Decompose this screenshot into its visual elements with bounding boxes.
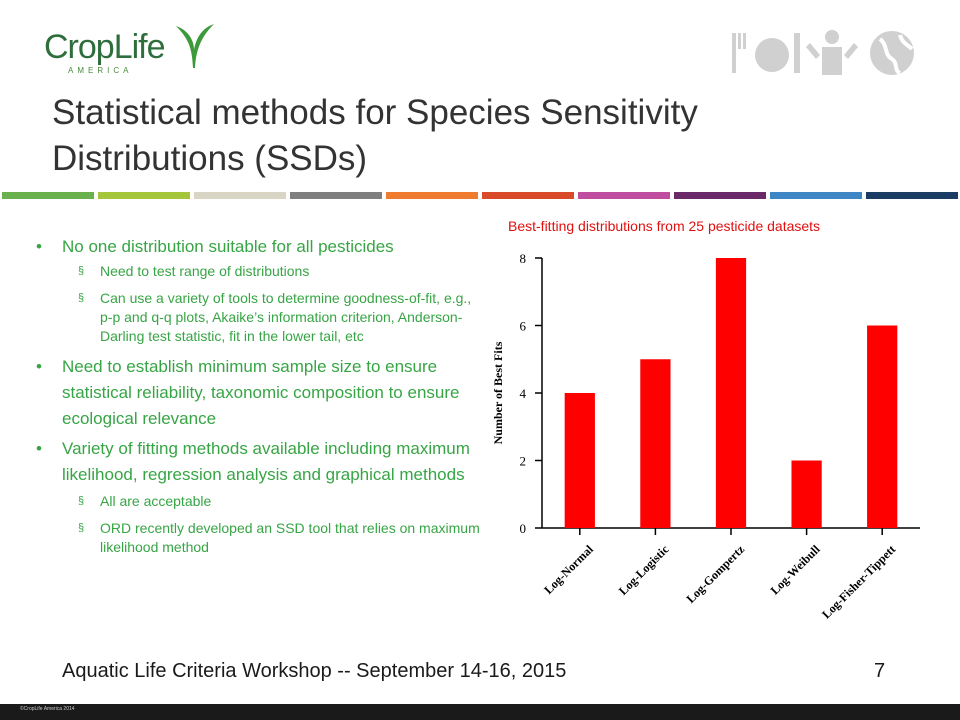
croplife-logo: CropLife AMERICA	[40, 20, 220, 84]
bar-chart: 0 2 4 6 8 Number of Best Fits Log-Normal Log-Lo…	[491, 251, 920, 621]
footer-text: Aquatic Life Criteria Workshop -- Septem…	[62, 660, 567, 682]
bar	[564, 393, 595, 528]
strip-segment	[98, 192, 190, 199]
bullet-list: No one distribution suitable for all pes…	[36, 236, 486, 565]
y-tick-label: 6	[520, 319, 527, 334]
x-tick-label: Log-Normal	[541, 542, 596, 597]
strip-segment	[674, 192, 766, 199]
bullet-1: No one distribution suitable for all pes…	[36, 236, 486, 258]
x-tick-label: Log-Gompertz	[683, 542, 747, 606]
x-tick-label: Log-Fisher-Tippett	[819, 542, 898, 621]
bar	[791, 460, 822, 528]
chart-title: Best-fitting distributions from 25 pesti…	[508, 218, 821, 234]
strip-segment	[770, 192, 862, 199]
bullet-1-sub-2: Can use a variety of tools to determine …	[36, 289, 486, 346]
y-tick-label: 4	[520, 386, 527, 401]
page-number: 7	[874, 660, 886, 682]
bar	[715, 258, 747, 528]
person-icon	[806, 30, 858, 75]
bullet-3: Variety of fitting methods available inc…	[36, 436, 486, 488]
strip-segment	[290, 192, 382, 199]
title-line-2: Distributions (SSDs)	[52, 139, 368, 178]
leaf-icon	[176, 24, 214, 68]
fork-plate-icon	[732, 33, 800, 73]
strip-segment	[578, 192, 670, 199]
strip-segment	[194, 192, 286, 199]
copyright-text: ©CropLife America 2014	[20, 706, 75, 712]
bar	[867, 325, 898, 528]
logo-subtext: AMERICA	[68, 66, 133, 75]
x-tick-label: Log-Logistic	[616, 542, 672, 598]
strip-segment	[866, 192, 958, 199]
y-tick-label: 0	[520, 521, 527, 536]
slide-title: Statistical methods for Species Sensitiv…	[52, 90, 872, 182]
bullet-1-sub-1: Need to test range of distributions	[36, 262, 486, 281]
bullet-2: Need to establish minimum sample size to…	[36, 354, 486, 432]
y-axis-label: Number of Best Fits	[491, 341, 505, 444]
bullet-3-sub-2: ORD recently developed an SSD tool that …	[36, 519, 486, 557]
strip-segment	[2, 192, 94, 199]
bullet-3-sub-1: All are acceptable	[36, 492, 486, 511]
pictogram-icons	[732, 30, 914, 75]
globe-icon	[870, 31, 914, 75]
x-tick-label: Log-Weibull	[768, 542, 824, 598]
y-tick-label: 2	[520, 454, 527, 469]
y-tick-label: 8	[520, 251, 527, 266]
bar	[640, 359, 671, 528]
title-line-1: Statistical methods for Species Sensitiv…	[52, 93, 698, 132]
strip-segment	[482, 192, 574, 199]
strip-segment	[386, 192, 478, 199]
logo-text: CropLife	[44, 28, 166, 66]
bottom-bar	[0, 704, 960, 720]
